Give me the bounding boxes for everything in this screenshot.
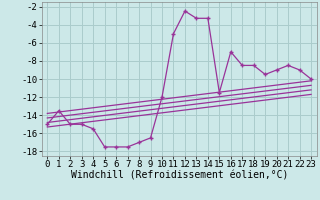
X-axis label: Windchill (Refroidissement éolien,°C): Windchill (Refroidissement éolien,°C)	[70, 171, 288, 181]
